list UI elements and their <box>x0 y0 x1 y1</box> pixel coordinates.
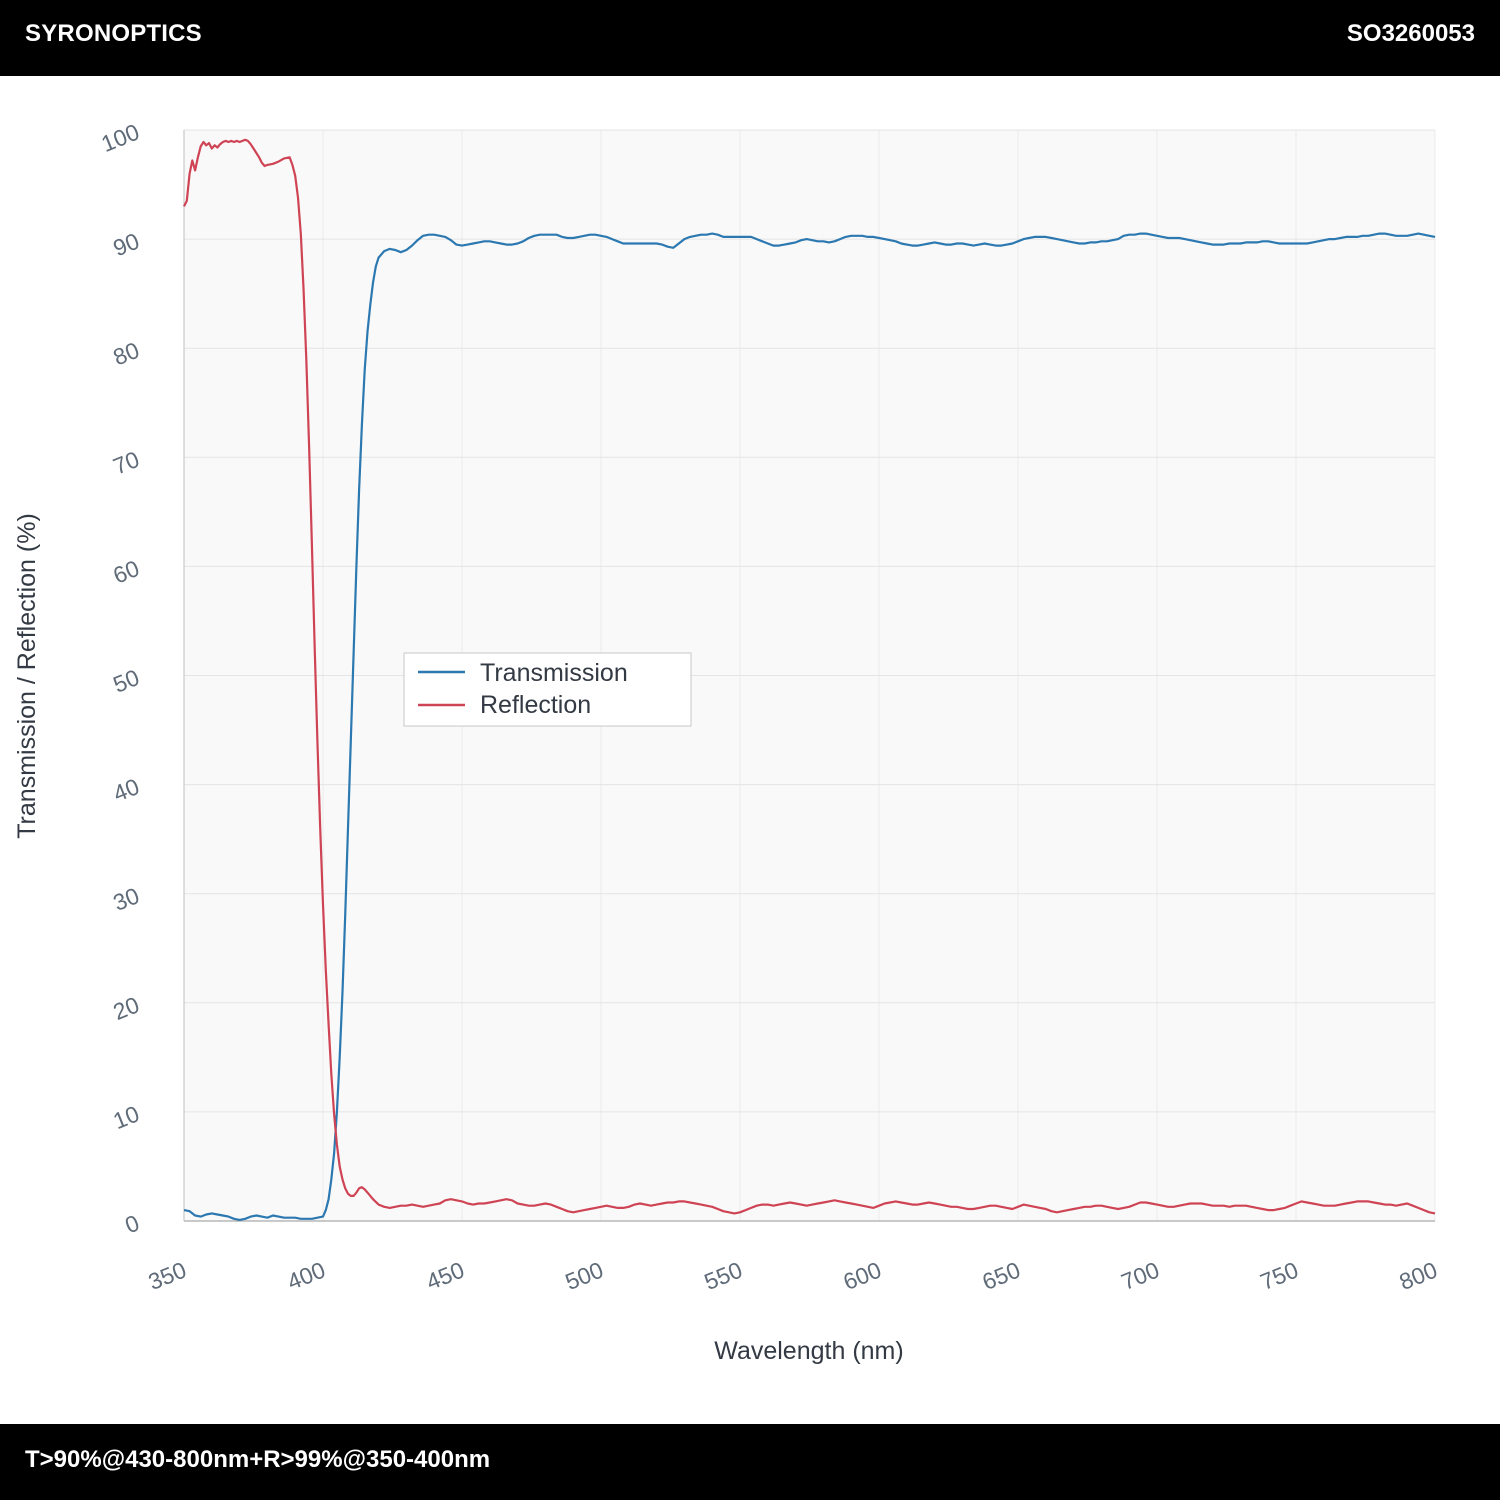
legend-label-reflection: Reflection <box>480 691 591 719</box>
y-tick-label: 90 <box>109 228 142 262</box>
y-tick-label: 0 <box>121 1210 143 1239</box>
y-tick-label: 40 <box>109 773 142 807</box>
series-line-transmission <box>183 232 1436 1221</box>
x-tick-labels: 350 400 450 500 550 600 650 700 750 800 <box>145 1257 1441 1295</box>
x-tick-label: 400 <box>284 1257 329 1295</box>
axes <box>183 130 1435 1222</box>
y-axis-title: Transmission / Reflection (%) <box>13 513 41 839</box>
x-tick-label: 700 <box>1118 1257 1163 1295</box>
brand-name: SYRONOPTICS <box>25 20 202 47</box>
x-tick-label: 350 <box>145 1257 190 1295</box>
y-tick-label: 30 <box>109 882 142 916</box>
y-tick-label: 70 <box>109 446 142 480</box>
series-lines <box>183 138 1436 1221</box>
x-axis-title: Wavelength (nm) <box>714 1337 903 1365</box>
x-tick-label: 450 <box>423 1257 468 1295</box>
x-tick-label: 600 <box>840 1257 885 1295</box>
y-tick-label: 20 <box>109 991 142 1025</box>
legend-box <box>403 652 692 727</box>
y-tick-label: 50 <box>109 664 142 698</box>
y-tick-label: 100 <box>98 119 143 157</box>
x-tick-label: 650 <box>979 1257 1024 1295</box>
legend-label-transmission: Transmission <box>480 659 628 687</box>
x-tick-label: 550 <box>701 1257 746 1295</box>
x-tick-label: 500 <box>562 1257 607 1295</box>
y-tick-labels: 0 10 20 30 40 50 60 70 80 90 100 <box>98 119 143 1239</box>
series-line-reflection <box>183 138 1436 1215</box>
spec-text: T>90%@430-800nm+R>99%@350-400nm <box>25 1446 491 1473</box>
y-tick-label: 60 <box>109 555 142 589</box>
x-tick-label: 750 <box>1257 1257 1302 1295</box>
footer-bar: T>90%@430-800nm+R>99%@350-400nm <box>0 1424 1500 1500</box>
y-tick-label: 80 <box>109 337 142 371</box>
product-code: SO3260053 <box>1346 20 1475 47</box>
x-tick-label: 800 <box>1396 1257 1441 1295</box>
legend: Transmission Reflection <box>403 652 692 727</box>
header-bar: SYRONOPTICS SO3260053 <box>0 0 1500 76</box>
y-tick-label: 10 <box>109 1100 142 1134</box>
